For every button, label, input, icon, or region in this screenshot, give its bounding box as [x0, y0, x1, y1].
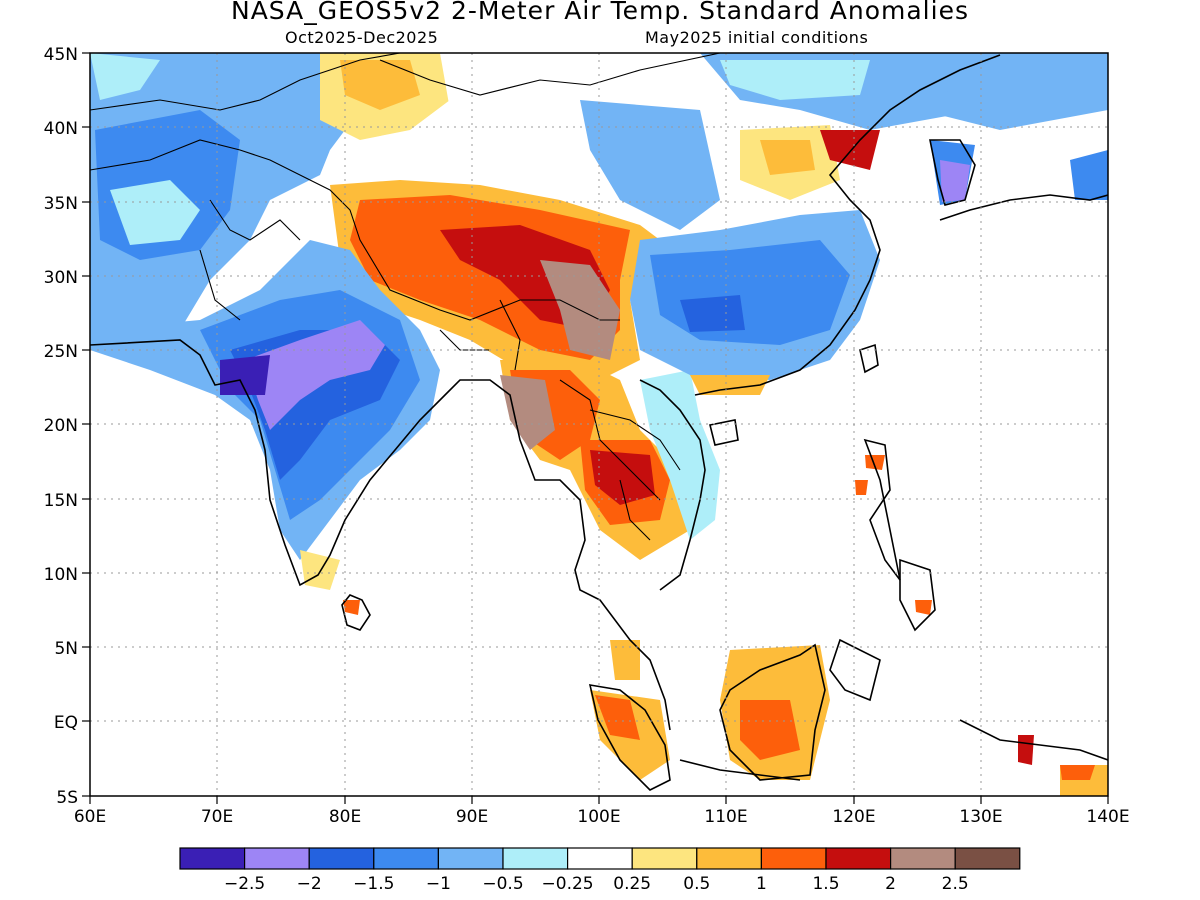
- legend-label: 1: [756, 874, 767, 894]
- y-tick-label: 5S: [56, 788, 78, 808]
- y-tick-label: 20N: [44, 416, 78, 436]
- color-legend: [179, 847, 1021, 870]
- y-tick-label: 5N: [54, 639, 78, 659]
- legend-labels: −2.5 −2 −1.5 −1 −0.5 −0.25 0.25 0.5 1 1.5 2 2.5: [224, 874, 969, 894]
- y-tick-label: 45N: [44, 45, 78, 65]
- x-tick-label: 130E: [959, 807, 1002, 827]
- x-tick-label: 120E: [832, 807, 875, 827]
- legend-label: 2.5: [942, 874, 969, 894]
- x-tick-label: 110E: [704, 807, 747, 827]
- legend-swatch: [437, 847, 504, 870]
- forecast-period: Oct2025-Dec2025: [285, 28, 439, 47]
- country-borders: [90, 53, 721, 541]
- y-tick-label: 15N: [44, 491, 78, 511]
- legend-swatch: [696, 847, 762, 870]
- x-tick-label: 60E: [74, 807, 106, 827]
- legend-swatch: [760, 847, 827, 870]
- legend-label: −0.25: [542, 874, 594, 894]
- map-title: NASA_GEOS5v2 2-Meter Air Temp. Standard …: [231, 0, 969, 25]
- x-tick-label: 90E: [456, 807, 488, 827]
- x-axis-labels: 60E 70E 80E 90E 100E 110E 120E 130E 140E: [74, 807, 1130, 827]
- legend-swatch: [954, 847, 1021, 870]
- legend-swatch: [502, 847, 569, 870]
- legend-label: 2: [885, 874, 896, 894]
- y-tick-label: 40N: [44, 119, 78, 139]
- y-tick-label: 25N: [44, 342, 78, 362]
- legend-label: 0.5: [683, 874, 710, 894]
- legend-label: −1.5: [353, 874, 394, 894]
- x-tick-label: 70E: [201, 807, 233, 827]
- y-tick-label: EQ: [54, 713, 78, 733]
- legend-swatch: [373, 847, 439, 870]
- legend-swatch: [244, 847, 310, 870]
- legend-label: −2.5: [224, 874, 265, 894]
- legend-swatch: [566, 847, 633, 870]
- legend-label: 0.25: [613, 874, 651, 894]
- y-tick-label: 35N: [44, 194, 78, 214]
- region-central-india-very-cold: [245, 320, 385, 430]
- coastlines: [90, 54, 1108, 791]
- gridlines: [90, 53, 1108, 796]
- legend-label: −1: [426, 874, 451, 894]
- y-axis-labels: 45N 40N 35N 30N 25N 20N 15N 10N 5N EQ 5S: [44, 45, 78, 808]
- x-tick-label: 80E: [329, 807, 361, 827]
- initial-conditions: May2025 initial conditions: [645, 28, 869, 47]
- legend-swatch: [631, 847, 698, 870]
- region-korea-cold: [940, 160, 970, 202]
- x-tick-label: 140E: [1086, 807, 1129, 827]
- legend-swatch: [179, 847, 246, 870]
- y-tick-label: 10N: [44, 565, 78, 585]
- legend-swatch: [308, 847, 375, 870]
- x-tick-label: 100E: [577, 807, 620, 827]
- legend-label: −2: [297, 874, 322, 894]
- legend-label: −0.5: [482, 874, 523, 894]
- tick-marks: [82, 52, 1109, 804]
- y-tick-label: 30N: [44, 268, 78, 288]
- legend-swatch: [825, 847, 892, 870]
- legend-label: 1.5: [812, 874, 839, 894]
- legend-swatch: [889, 847, 956, 870]
